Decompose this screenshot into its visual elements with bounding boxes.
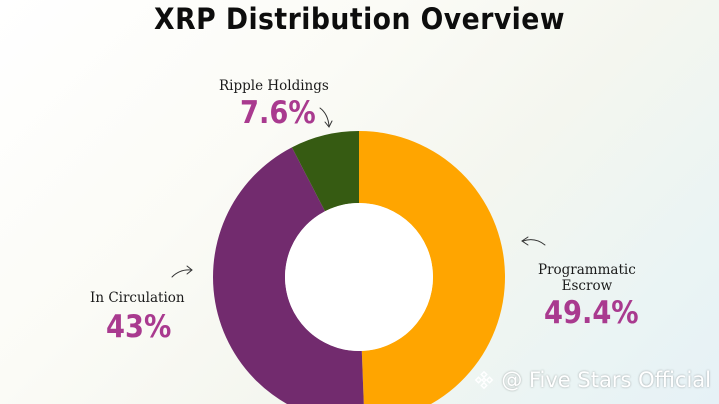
slice-label-in-circulation: In Circulation <box>90 290 185 306</box>
watermark: @ Five Stars Official <box>473 368 711 392</box>
ripple-arrowhead-icon <box>324 120 333 128</box>
slice-in-circulation <box>213 147 364 404</box>
slice-programmatic-escrow <box>359 131 505 404</box>
slice-label-programmatic-escrow: Programmatic Escrow <box>538 262 636 294</box>
slice-value-programmatic-escrow: 49.4% <box>544 295 639 331</box>
watermark-text: @ Five Stars Official <box>501 368 711 392</box>
escrow-arrowhead-icon <box>521 236 529 246</box>
slice-value-ripple-holdings: 7.6% <box>240 95 316 131</box>
binance-logo-icon <box>475 370 494 390</box>
slice-value-in-circulation: 43% <box>106 309 172 345</box>
circulation-arrow-icon <box>171 269 192 278</box>
donut-hole <box>285 203 433 351</box>
chart-title: XRP Distribution Overview <box>154 2 565 36</box>
circulation-arrowhead-icon <box>186 265 193 275</box>
slice-label-ripple-holdings: Ripple Holdings <box>219 78 329 94</box>
escrow-arrow-icon <box>522 239 546 246</box>
slice-ripple-holdings <box>291 131 359 212</box>
ripple-arrow-icon <box>319 107 330 127</box>
